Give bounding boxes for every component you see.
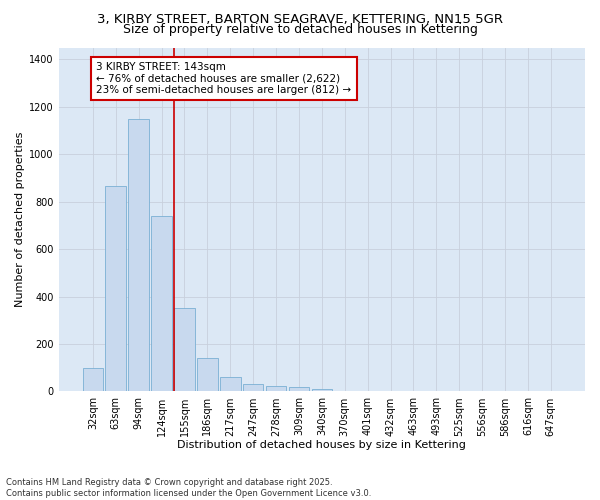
Bar (266, 386, 286, 392)
Bar (220, 377, 241, 392)
Text: 3 KIRBY STREET: 143sqm
← 76% of detached houses are smaller (2,622)
23% of semi-: 3 KIRBY STREET: 143sqm ← 76% of detached… (97, 62, 352, 95)
Y-axis label: Number of detached properties: Number of detached properties (15, 132, 25, 307)
Bar (243, 384, 263, 392)
Bar (311, 389, 332, 392)
Bar (128, 118, 149, 392)
Bar (289, 387, 309, 392)
Text: Contains HM Land Registry data © Crown copyright and database right 2025.
Contai: Contains HM Land Registry data © Crown c… (6, 478, 371, 498)
Bar (197, 358, 218, 392)
Text: Size of property relative to detached houses in Kettering: Size of property relative to detached ho… (122, 22, 478, 36)
Bar (106, 186, 126, 392)
X-axis label: Distribution of detached houses by size in Kettering: Distribution of detached houses by size … (178, 440, 466, 450)
Bar (174, 308, 195, 392)
Bar (83, 368, 103, 392)
Text: 3, KIRBY STREET, BARTON SEAGRAVE, KETTERING, NN15 5GR: 3, KIRBY STREET, BARTON SEAGRAVE, KETTER… (97, 12, 503, 26)
Bar (151, 216, 172, 392)
